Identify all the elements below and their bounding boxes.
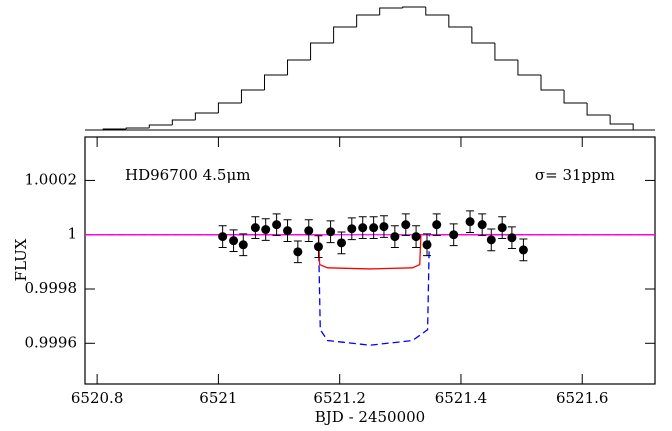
x-tick-label: 6521.2 (313, 389, 366, 407)
data-point (422, 240, 432, 250)
data-point (283, 226, 293, 236)
histogram-bin (148, 124, 173, 128)
data-point (347, 224, 357, 234)
histogram-bin (171, 119, 196, 125)
y-tick-label: 0.9996 (25, 333, 78, 351)
data-point (272, 220, 282, 230)
y-tick-label: 1 (67, 225, 77, 243)
histogram-bin (333, 26, 357, 43)
histogram-bin (563, 90, 588, 104)
histogram-bin (125, 127, 150, 129)
histogram-bin (102, 128, 127, 130)
plot-frame (84, 136, 656, 385)
histogram-bin (609, 115, 634, 130)
data-point (369, 223, 379, 233)
data-point (497, 223, 507, 233)
model-line (85, 234, 655, 346)
y-tick-label: 1.0002 (25, 170, 78, 188)
y-tick-label: 0.9998 (25, 279, 78, 297)
x-tick-label: 6520.8 (71, 389, 124, 407)
data-point (304, 226, 314, 236)
data-point (326, 227, 336, 237)
annotation: HD96700 4.5μm (125, 166, 250, 184)
data-point (379, 222, 389, 232)
data-point (477, 220, 487, 230)
data-point (238, 240, 248, 250)
histogram-bin (494, 43, 518, 61)
data-point (390, 232, 400, 242)
data-point (449, 230, 459, 240)
histogram-bin (263, 74, 288, 90)
histogram-bin (194, 112, 219, 120)
x-tick-label: 6521 (199, 389, 237, 407)
x-axis-label: BJD - 2450000 (315, 408, 425, 426)
histogram-bin (586, 103, 611, 116)
histogram-bin (310, 42, 334, 60)
data-point (358, 223, 368, 233)
x-tick-label: 6521.6 (556, 389, 609, 407)
histogram-bin (356, 14, 380, 27)
histogram-bin (517, 60, 541, 76)
data-point (250, 223, 260, 233)
histogram-bin (402, 6, 426, 8)
data-point (293, 247, 303, 257)
data-point (518, 245, 528, 255)
histogram-bin (379, 7, 403, 15)
data-point (313, 242, 323, 252)
data-point (261, 225, 271, 235)
data-point (218, 232, 228, 242)
data-point (507, 233, 517, 243)
histogram-bin (240, 89, 265, 103)
data-point (411, 232, 421, 242)
data-point (401, 220, 411, 230)
data-point (229, 236, 239, 246)
data-point (337, 238, 346, 248)
model-line (85, 234, 655, 270)
x-tick-label: 6521.4 (435, 389, 488, 407)
data-point (465, 217, 475, 227)
annotation: σ= 31ppm (535, 166, 615, 184)
histogram-bin (425, 7, 449, 16)
histogram-bin (471, 27, 495, 44)
histogram-bin (540, 75, 565, 91)
y-axis-label: FLUX (12, 238, 30, 281)
histogram-bin (448, 15, 472, 28)
data-point (486, 235, 496, 245)
histogram-bin (217, 102, 242, 113)
data-point (432, 220, 442, 230)
histogram-bin (287, 59, 311, 75)
